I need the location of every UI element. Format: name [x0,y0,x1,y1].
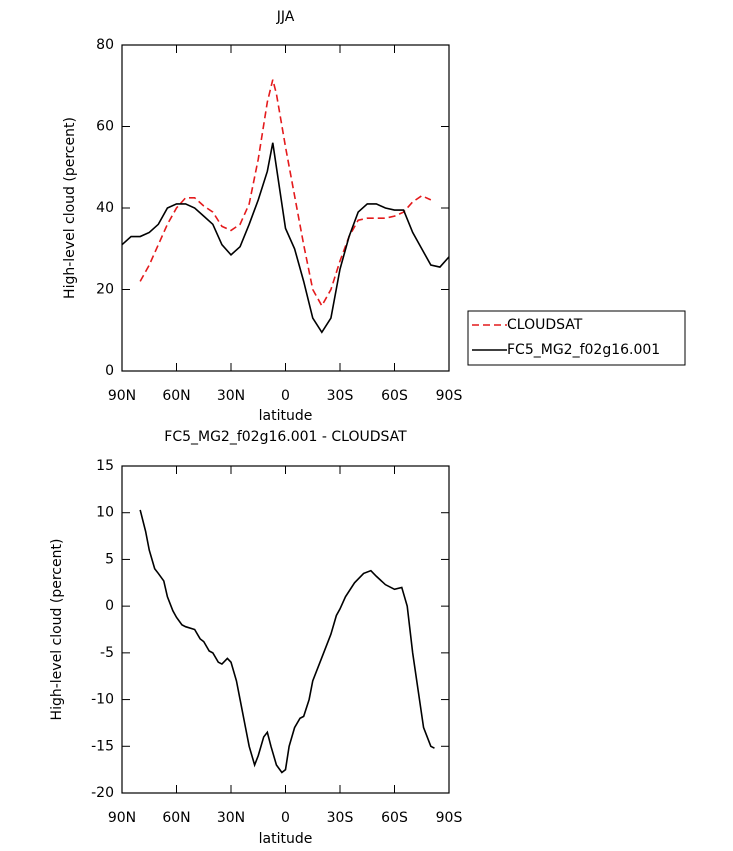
y-tick-label: 80 [96,37,114,53]
x-axis-title: latitude [259,408,313,424]
x-tick-label: 90N [108,388,136,404]
chart-title: JJA [276,9,295,25]
y-tick-label: 0 [105,363,114,379]
y-tick-label: 40 [96,200,114,216]
x-tick-label: 60S [381,388,408,404]
plot-frame [121,465,450,794]
y-tick-label: -5 [100,645,114,661]
x-tick-label: 60S [381,810,408,826]
x-tick-label: 60N [162,810,190,826]
x-tick-label: 60N [162,388,190,404]
data-line [121,142,450,334]
legend-label: FC5_MG2_f02g16.001 [507,342,660,358]
legend-box [467,310,686,366]
x-tick-label: 90S [436,388,463,404]
x-tick-label: 0 [281,388,290,404]
data-line [139,79,432,308]
y-tick-label: 20 [96,282,114,298]
y-tick-label: 15 [96,458,114,474]
y-tick-label: -10 [91,692,114,708]
y-tick-label: -15 [91,738,114,754]
x-tick-label: 90N [108,810,136,826]
x-tick-label: 30S [327,810,354,826]
y-tick-label: -20 [91,785,114,801]
y-axis-title: High-level cloud (percent) [49,539,65,721]
x-axis-title: latitude [259,831,313,847]
chart-title: FC5_MG2_f02g16.001 - CLOUDSAT [164,429,407,445]
x-tick-label: 30S [327,388,354,404]
x-tick-label: 30N [217,388,245,404]
x-tick-label: 90S [436,810,463,826]
x-tick-label: 30N [217,810,245,826]
y-tick-label: 60 [96,119,114,135]
y-tick-label: 10 [96,505,114,521]
legend-label: CLOUDSAT [507,317,583,333]
y-tick-label: 0 [105,598,114,614]
y-tick-label: 5 [105,551,114,567]
plot-frame [121,44,450,372]
data-line [139,509,435,774]
y-axis-title: High-level cloud (percent) [62,117,78,299]
x-tick-label: 0 [281,810,290,826]
